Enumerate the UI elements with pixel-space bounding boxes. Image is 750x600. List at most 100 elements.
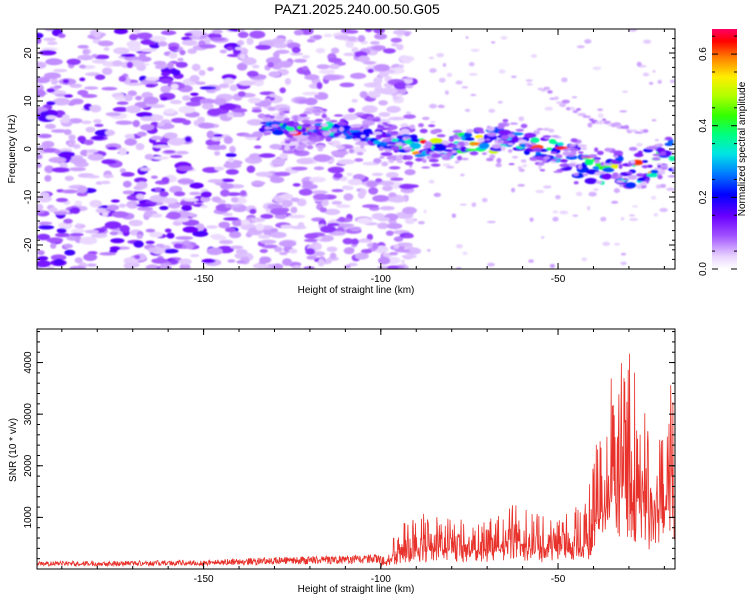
halo-blob bbox=[379, 155, 385, 159]
halo-blob bbox=[402, 155, 409, 160]
noise-blob bbox=[77, 135, 86, 143]
halo-blob bbox=[623, 177, 628, 181]
noise-blob bbox=[397, 64, 405, 69]
noise-blob bbox=[378, 112, 391, 117]
noise-blob bbox=[72, 143, 81, 149]
halo-blob bbox=[555, 154, 563, 159]
signal-blob bbox=[557, 142, 564, 146]
noise-blob bbox=[576, 45, 585, 49]
halo-blob bbox=[500, 135, 509, 140]
x-tick-label: -50 bbox=[551, 574, 566, 585]
noise-blob bbox=[163, 108, 176, 114]
noise-blob bbox=[237, 31, 249, 38]
noise-blob bbox=[292, 183, 301, 187]
noise-blob bbox=[91, 135, 105, 140]
noise-blob bbox=[541, 236, 545, 239]
noise-blob bbox=[272, 158, 286, 166]
halo-blob bbox=[660, 166, 668, 171]
halo-blob bbox=[382, 122, 388, 126]
noise-blob bbox=[222, 212, 233, 217]
noise-blob bbox=[124, 133, 135, 139]
noise-blob bbox=[45, 58, 63, 66]
noise-blob bbox=[592, 66, 602, 71]
noise-blob bbox=[182, 119, 192, 125]
noise-blob bbox=[154, 187, 162, 192]
noise-blob bbox=[68, 134, 76, 141]
halo-blob bbox=[362, 124, 369, 129]
noise-blob bbox=[114, 96, 126, 101]
noise-blob bbox=[55, 232, 70, 238]
colorbar-label: Normalized spectral amplitude bbox=[737, 81, 748, 216]
noise-blob bbox=[446, 165, 455, 169]
noise-blob bbox=[291, 166, 308, 171]
halo-blob bbox=[372, 131, 383, 135]
noise-blob bbox=[347, 178, 363, 186]
noise-blob bbox=[47, 41, 58, 46]
noise-blob bbox=[597, 108, 604, 112]
signal-blob bbox=[668, 155, 675, 162]
noise-blob bbox=[575, 191, 583, 197]
noise-blob bbox=[555, 195, 561, 200]
noise-blob bbox=[403, 114, 416, 119]
noise-blob bbox=[602, 241, 611, 246]
colorbar-gradient bbox=[712, 29, 737, 269]
noise-blob bbox=[436, 53, 445, 58]
noise-blob bbox=[169, 185, 183, 194]
halo-blob bbox=[542, 127, 551, 131]
noise-blob bbox=[518, 116, 525, 122]
halo-blob bbox=[568, 163, 577, 167]
noise-blob bbox=[345, 41, 355, 48]
halo-blob bbox=[456, 155, 463, 161]
noise-blob bbox=[54, 149, 61, 155]
noise-blob bbox=[393, 82, 408, 90]
noise-blob bbox=[179, 49, 186, 56]
secondary-trace-blob bbox=[577, 112, 587, 117]
noise-blob bbox=[51, 129, 67, 133]
noise-blob bbox=[246, 119, 264, 126]
noise-blob bbox=[176, 165, 194, 172]
noise-blob bbox=[246, 37, 254, 45]
noise-blob bbox=[380, 180, 395, 186]
noise-blob bbox=[372, 195, 390, 202]
noise-blob bbox=[56, 228, 67, 234]
noise-blob bbox=[50, 242, 57, 249]
noise-blob bbox=[104, 129, 116, 136]
noise-blob bbox=[343, 185, 354, 191]
noise-blob bbox=[405, 77, 414, 80]
noise-blob bbox=[132, 120, 140, 128]
noise-blob bbox=[56, 197, 68, 203]
signal-blob bbox=[637, 150, 643, 154]
noise-blob bbox=[273, 51, 280, 59]
halo-blob bbox=[647, 145, 658, 150]
halo-blob bbox=[496, 157, 502, 164]
noise-blob bbox=[312, 193, 329, 201]
halo-blob bbox=[267, 106, 277, 111]
halo-blob bbox=[497, 139, 503, 143]
noise-blob bbox=[386, 265, 400, 269]
noise-blob bbox=[147, 247, 158, 253]
noise-blob bbox=[398, 183, 416, 190]
signal-blob bbox=[464, 137, 475, 141]
halo-blob bbox=[509, 122, 518, 125]
noise-blob bbox=[161, 72, 170, 77]
noise-blob bbox=[206, 225, 218, 229]
noise-blob bbox=[462, 251, 468, 255]
noise-blob bbox=[207, 144, 225, 151]
y-tick-label: 3000 bbox=[23, 403, 34, 426]
noise-blob bbox=[642, 72, 650, 77]
noise-blob bbox=[134, 254, 141, 260]
noise-blob bbox=[552, 210, 559, 214]
noise-blob bbox=[51, 167, 70, 173]
noise-blob bbox=[372, 242, 379, 250]
noise-blob bbox=[269, 143, 283, 150]
noise-blob bbox=[94, 123, 104, 127]
noise-blob bbox=[59, 162, 68, 169]
noise-blob bbox=[99, 252, 117, 256]
noise-blob bbox=[94, 129, 109, 136]
noise-blob bbox=[584, 39, 592, 44]
signal-blob bbox=[409, 142, 422, 149]
noise-blob bbox=[549, 263, 556, 268]
signal-blob bbox=[546, 147, 553, 151]
noise-blob bbox=[140, 79, 158, 86]
signal-blob bbox=[419, 139, 427, 144]
